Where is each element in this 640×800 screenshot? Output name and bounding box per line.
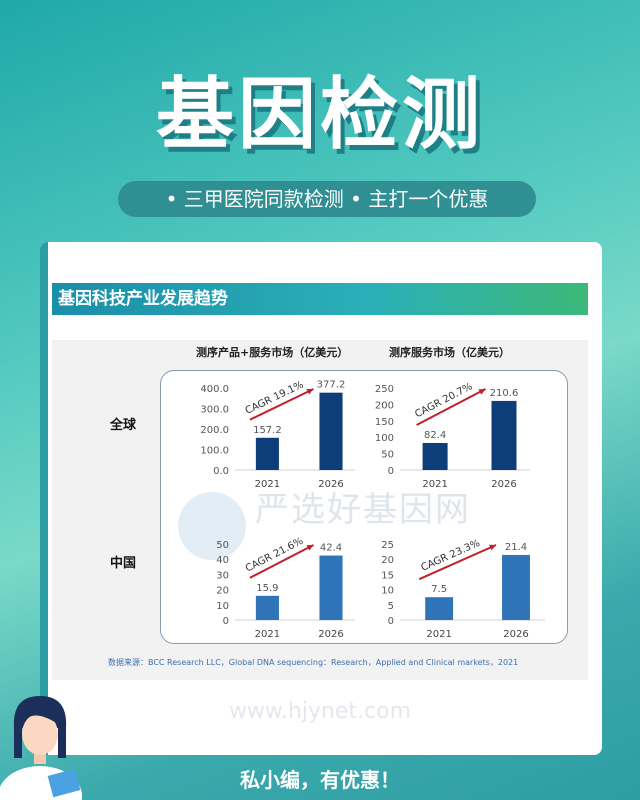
watermark-text: 严选好基因网: [255, 490, 471, 530]
arrow-head-icon: [306, 545, 314, 551]
bar: [319, 555, 343, 620]
footer-text: 私小编，有优惠！: [240, 768, 400, 792]
data-label: 210.6: [490, 388, 519, 399]
y-tick-label: 200.0: [200, 425, 229, 436]
bar: [491, 400, 517, 470]
data-label: 21.4: [505, 542, 527, 553]
bar: [425, 597, 454, 620]
doctor-avatar-icon: [0, 696, 82, 800]
bar: [255, 437, 279, 470]
x-tick-label: 2021: [422, 479, 447, 490]
y-tick-label: 25: [381, 540, 394, 551]
bar: [319, 392, 343, 470]
cagr-arrow: [249, 544, 314, 579]
x-tick-label: 2026: [491, 479, 516, 490]
section-title: 基因科技产业发展趋势: [52, 283, 588, 315]
chart-title-2: 测序服务市场（亿美元）: [389, 346, 510, 359]
chart-title-1: 测序产品+服务市场（亿美元）: [196, 346, 349, 359]
watermark-logo-icon: [178, 492, 246, 560]
y-tick-label: 200: [375, 400, 394, 411]
y-tick-label: 150: [375, 417, 394, 428]
bar: [255, 595, 279, 620]
y-tick-label: 250: [375, 384, 394, 395]
bar: [502, 554, 530, 620]
y-tick-label: 0.0: [213, 466, 229, 477]
y-tick-label: 10: [216, 601, 229, 612]
data-label: 7.5: [431, 584, 447, 595]
watermark-url: www.hjynet.com: [228, 699, 412, 724]
page-title: 基因检测: [155, 70, 484, 160]
cagr-arrow: [418, 544, 497, 581]
y-tick-label: 50: [381, 450, 394, 461]
y-tick-label: 0: [223, 616, 229, 627]
data-label: 15.9: [256, 583, 278, 594]
y-tick-label: 400.0: [200, 384, 229, 395]
y-tick-label: 100.0: [200, 446, 229, 457]
data-source: 数据来源：BCC Research LLC，Global DNA sequenc…: [108, 658, 519, 667]
bar: [422, 442, 448, 470]
row-label-global: 全球: [110, 418, 137, 433]
y-tick-label: 20: [381, 555, 394, 566]
x-tick-label: 2026: [318, 479, 343, 490]
y-tick-label: 50: [216, 540, 229, 551]
y-tick-label: 300.0: [200, 405, 229, 416]
cagr-arrow: [249, 388, 314, 421]
x-tick-label: 2021: [426, 629, 451, 640]
arrow-head-icon: [489, 544, 497, 551]
y-tick-label: 20: [216, 586, 229, 597]
y-tick-label: 5: [388, 601, 394, 612]
y-tick-label: 40: [216, 555, 229, 566]
row-label-china: 中国: [110, 556, 137, 571]
x-tick-label: 2026: [318, 629, 343, 640]
subtitle-pill: • 三甲医院同款检测 • 主打一个优惠: [118, 181, 536, 217]
y-tick-label: 10: [381, 586, 394, 597]
data-label: 377.2: [317, 380, 346, 391]
x-tick-label: 2021: [255, 629, 280, 640]
y-tick-label: 15: [381, 570, 394, 581]
cagr-annotation: CAGR 21.6%: [244, 536, 305, 575]
arrow-head-icon: [306, 389, 314, 395]
y-tick-label: 0: [388, 616, 394, 627]
y-tick-label: 0: [388, 466, 394, 477]
x-tick-label: 2026: [503, 629, 528, 640]
y-tick-label: 100: [375, 433, 394, 444]
cagr-annotation: CAGR 20.7%: [413, 381, 474, 420]
data-label: 82.4: [424, 430, 446, 441]
y-tick-label: 30: [216, 570, 229, 581]
arrow-head-icon: [478, 389, 486, 395]
data-label: 157.2: [253, 425, 282, 436]
x-tick-label: 2021: [255, 479, 280, 490]
card-edge: [40, 242, 48, 755]
cagr-arrow: [416, 388, 486, 426]
data-label: 42.4: [320, 543, 342, 554]
